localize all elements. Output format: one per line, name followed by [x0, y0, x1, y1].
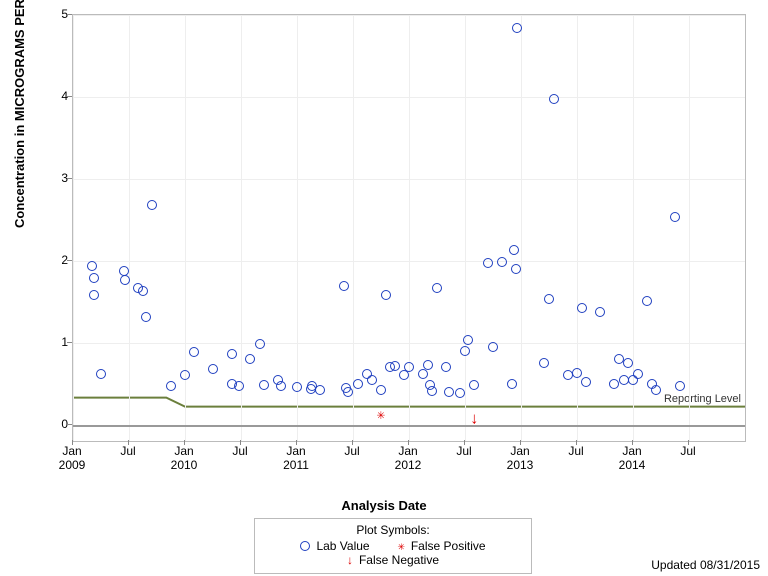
y-tick-label: 5 — [48, 7, 68, 21]
circle-icon — [300, 541, 310, 551]
legend: Plot Symbols: Lab Value ✳False Positive … — [254, 518, 532, 574]
lab-value-point — [642, 296, 652, 306]
lab-value-point — [572, 368, 582, 378]
lab-value-point — [353, 379, 363, 389]
lab-value-point — [147, 200, 157, 210]
lab-value-point — [483, 258, 493, 268]
x-tick-label: Jul — [220, 444, 260, 458]
lab-value-point — [276, 381, 286, 391]
lab-value-point — [166, 381, 176, 391]
lab-value-point — [463, 335, 473, 345]
x-tick-label: Jan2012 — [388, 444, 428, 473]
y-tick-label: 0 — [48, 417, 68, 431]
lab-value-point — [404, 362, 414, 372]
lab-value-point — [315, 385, 325, 395]
lab-value-point — [292, 382, 302, 392]
lab-value-point — [595, 307, 605, 317]
x-tick-label: Jan2013 — [500, 444, 540, 473]
reporting-level-label: Reporting Level — [664, 393, 741, 405]
lab-value-point — [423, 360, 433, 370]
lab-value-point — [255, 339, 265, 349]
x-tick-label: Jul — [332, 444, 372, 458]
y-tick-label: 4 — [48, 89, 68, 103]
lab-value-point — [432, 283, 442, 293]
legend-title: Plot Symbols: — [263, 523, 523, 537]
lab-value-point — [89, 290, 99, 300]
lab-value-point — [633, 369, 643, 379]
lab-value-point — [581, 377, 591, 387]
plot-area: Reporting Level ✳ ↓ — [72, 14, 746, 442]
lab-value-point — [343, 387, 353, 397]
lab-value-point — [234, 381, 244, 391]
x-tick-label: Jan2010 — [164, 444, 204, 473]
y-tick-label: 1 — [48, 335, 68, 349]
y-tick-label: 3 — [48, 171, 68, 185]
lab-value-point — [89, 273, 99, 283]
lab-value-point — [141, 312, 151, 322]
lab-value-point — [577, 303, 587, 313]
lab-value-point — [339, 281, 349, 291]
lab-value-point — [651, 385, 661, 395]
lab-value-point — [259, 380, 269, 390]
lab-value-point — [623, 358, 633, 368]
lab-value-point — [512, 23, 522, 33]
lab-value-point — [441, 362, 451, 372]
lab-value-point — [497, 257, 507, 267]
lab-value-point — [390, 361, 400, 371]
lab-value-point — [119, 266, 129, 276]
lab-value-point — [87, 261, 97, 271]
lab-value-point — [418, 369, 428, 379]
lab-value-point — [427, 386, 437, 396]
x-axis-title: Analysis Date — [0, 498, 768, 513]
lab-value-point — [460, 346, 470, 356]
x-tick-label: Jan2009 — [52, 444, 92, 473]
lab-value-point — [469, 380, 479, 390]
y-tick-label: 2 — [48, 253, 68, 267]
lab-value-point — [245, 354, 255, 364]
lab-value-point — [511, 264, 521, 274]
lab-value-point — [444, 387, 454, 397]
chart-frame: Reporting Level ✳ ↓ Concentration in MICR… — [0, 0, 768, 576]
lab-value-point — [376, 385, 386, 395]
legend-item-false-negative: ↓False Negative — [347, 553, 439, 567]
x-tick-label: Jul — [556, 444, 596, 458]
lab-value-point — [507, 379, 517, 389]
x-tick-label: Jan2011 — [276, 444, 316, 473]
lab-value-point — [96, 369, 106, 379]
lab-value-point — [227, 349, 237, 359]
updated-footer: Updated 08/31/2015 — [651, 558, 760, 572]
lab-value-point — [381, 290, 391, 300]
lab-value-point — [180, 370, 190, 380]
lab-value-point — [539, 358, 549, 368]
lab-value-point — [544, 294, 554, 304]
down-arrow-icon: ↓ — [347, 553, 353, 567]
lab-value-point — [609, 379, 619, 389]
legend-item-false-positive: ✳False Positive — [398, 539, 486, 553]
false-negative-point: ↓ — [470, 410, 478, 428]
x-tick-label: Jul — [108, 444, 148, 458]
legend-item-lab-value: Lab Value — [300, 539, 369, 553]
x-tick-label: Jul — [668, 444, 708, 458]
lab-value-point — [208, 364, 218, 374]
lab-value-point — [367, 375, 377, 385]
lab-value-point — [675, 381, 685, 391]
lab-value-point — [509, 245, 519, 255]
asterisk-icon: ✳ — [398, 539, 405, 553]
x-tick-label: Jul — [444, 444, 484, 458]
lab-value-point — [549, 94, 559, 104]
lab-value-point — [120, 275, 130, 285]
x-tick-label: Jan2014 — [612, 444, 652, 473]
lab-value-point — [189, 347, 199, 357]
lab-value-point — [488, 342, 498, 352]
lab-value-point — [138, 286, 148, 296]
lab-value-point — [455, 388, 465, 398]
false-positive-point: ✳ — [377, 407, 385, 423]
lab-value-point — [670, 212, 680, 222]
y-axis-title: Concentration in MICROGRAMS PER LITER — [12, 0, 27, 228]
